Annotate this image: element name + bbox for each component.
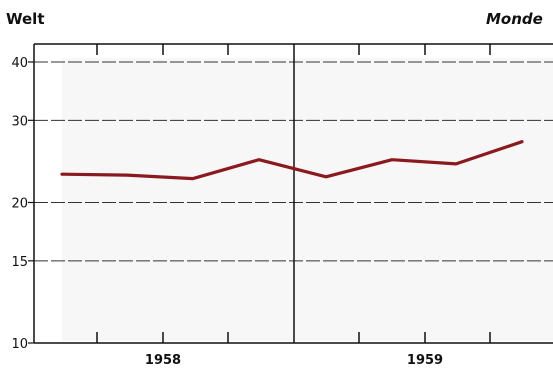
y-tick-label-30: 30 xyxy=(11,114,28,129)
plot-panel-1958 xyxy=(62,58,294,341)
y-tick-label-15: 15 xyxy=(11,255,28,270)
y-tick-label-10: 10 xyxy=(11,337,28,352)
series xyxy=(60,140,524,181)
x-tick-labels: 1958 1959 xyxy=(145,353,443,368)
x-tick-label-1959: 1959 xyxy=(407,353,443,368)
chart-title-right: Monde xyxy=(486,10,543,28)
y-tick-label-20: 20 xyxy=(11,197,28,212)
axes xyxy=(28,43,553,344)
x-tick-label-1958: 1958 xyxy=(145,353,181,368)
y-tick-label-40: 40 xyxy=(11,56,28,71)
y-tick-labels: 10 15 20 30 40 xyxy=(11,56,28,352)
chart-title-left: Welt xyxy=(6,10,45,28)
plot-panel-1959 xyxy=(294,58,553,341)
series-line-0 xyxy=(60,140,524,181)
